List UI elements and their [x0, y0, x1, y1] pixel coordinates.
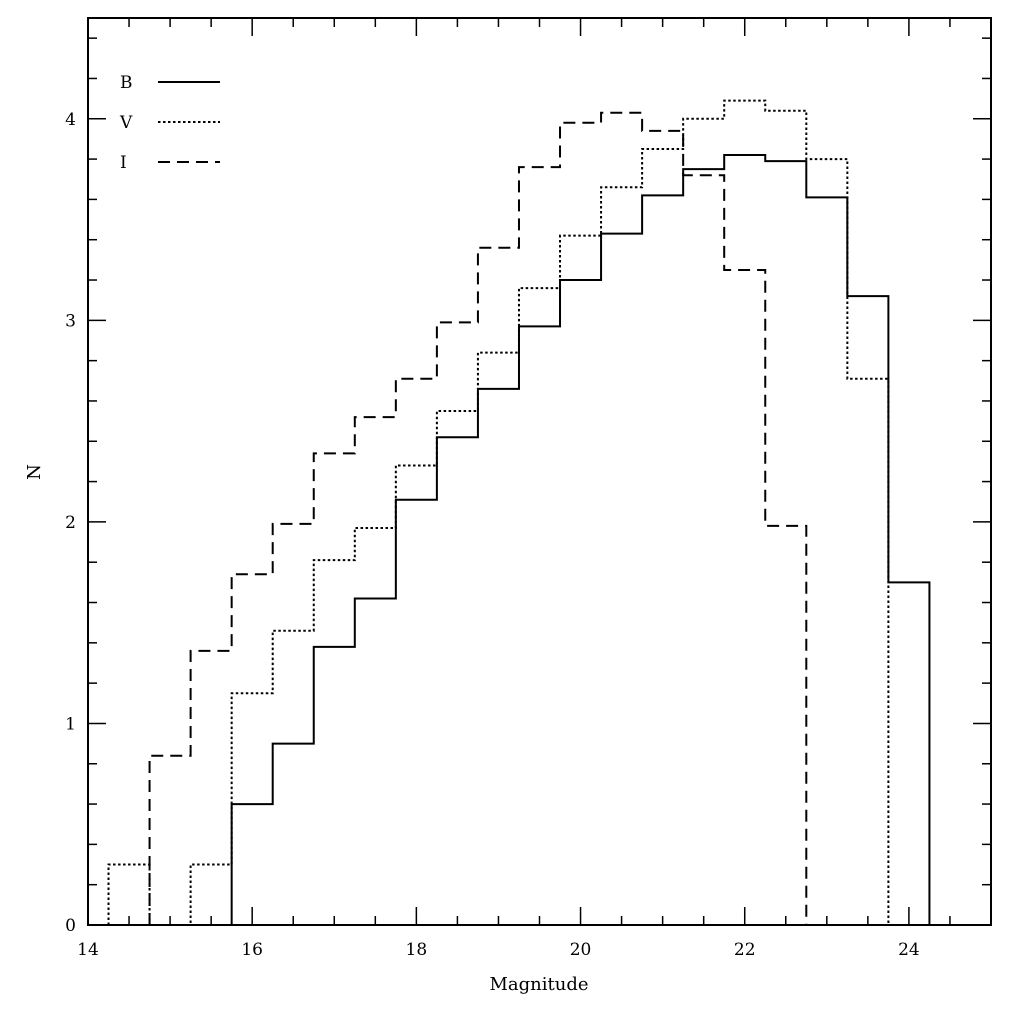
y-axis-label: N: [24, 464, 45, 480]
series-V-line: [107, 99, 890, 926]
x-axis-label: Magnitude: [489, 974, 588, 995]
x-tick-label: 14: [77, 940, 99, 960]
series-B-line: [230, 154, 931, 925]
y-tick-label: 0: [65, 916, 76, 936]
tick-marks: [87, 18, 992, 926]
tick-labels: 14 16 18 20 22 24 0 1 2 3 4: [65, 110, 920, 960]
y-tick-label: 1: [65, 714, 76, 734]
legend-label-B: B: [120, 73, 133, 93]
series-layer: [107, 99, 931, 926]
legend-label-V: V: [119, 113, 133, 133]
x-tick-label: 18: [406, 940, 428, 960]
y-tick-label: 3: [65, 311, 76, 331]
x-tick-label: 24: [898, 940, 920, 960]
series-I-line: [148, 111, 808, 925]
y-tick-label: 4: [65, 110, 76, 130]
x-tick-label: 22: [734, 940, 756, 960]
x-tick-label: 16: [241, 940, 263, 960]
legend-label-I: I: [120, 153, 127, 173]
x-tick-label: 20: [570, 940, 592, 960]
plot-frame: [87, 17, 992, 926]
legend: BVI: [119, 73, 220, 173]
y-tick-label: 2: [65, 513, 76, 533]
